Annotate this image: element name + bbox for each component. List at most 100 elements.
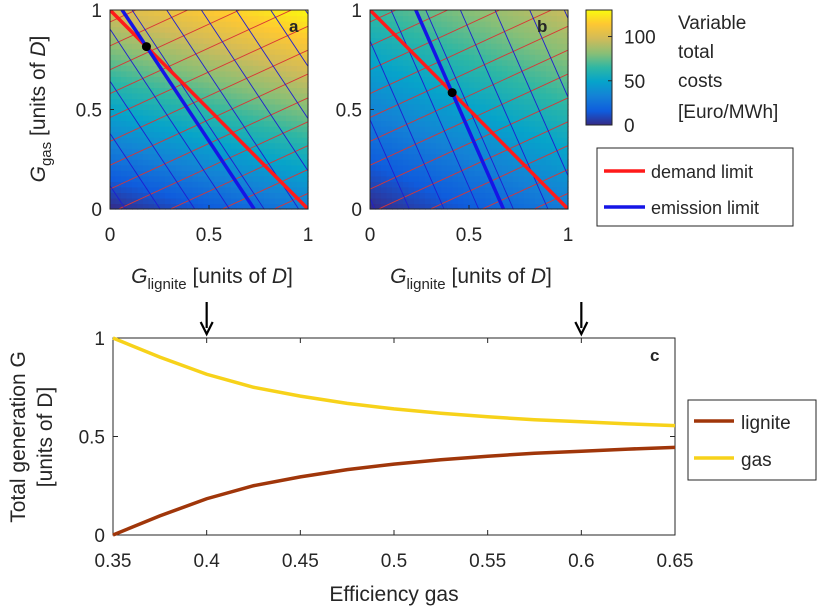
heatmap-cell [159,76,166,83]
heatmap-cell [535,32,542,39]
heatmap-cell [491,65,498,72]
heatmap-cell [518,81,525,88]
heatmap-cell [485,21,492,28]
heatmap-cell [203,175,210,182]
heatmap-cell [280,10,287,17]
heatmap-cell [535,109,542,116]
heatmap-cell [540,115,547,122]
heatmap-cell [403,109,410,116]
x-tick-label: 0.35 [95,551,132,572]
heatmap-cell [540,203,547,210]
heatmap-cell [507,59,514,66]
heatmap-cell [419,164,426,171]
heatmap-cell [496,148,503,155]
heatmap-cell [452,115,459,122]
heatmap-cell [264,65,271,72]
heatmap-cell [148,137,155,144]
heatmap-cell [436,142,443,149]
heatmap-cell [209,137,216,144]
heatmap-cell [275,81,282,88]
heatmap-cell [280,137,287,144]
heatmap-cell [458,203,465,210]
heatmap-cell [187,131,194,138]
heatmap-cell [430,120,437,127]
heatmap-cell [496,48,503,55]
heatmap-cell [463,131,470,138]
heatmap-cell [458,131,465,138]
heatmap-cell [165,164,172,171]
heatmap-cell [225,54,232,61]
heatmap-cell [403,115,410,122]
heatmap-cell [203,48,210,55]
heatmap-cell [474,98,481,105]
heatmap-cell [414,131,421,138]
heatmap-cell [198,37,205,44]
heatmap-cell [181,15,188,22]
heatmap-cell [529,54,536,61]
heatmap-cell [397,159,404,166]
heatmap-cell [187,120,194,127]
heatmap-cell [485,164,492,171]
heatmap-cell [425,54,432,61]
heatmap-cell [192,148,199,155]
heatmap-cell [551,48,558,55]
heatmap-cell [253,109,260,116]
heatmap-cell [170,137,177,144]
heatmap-cell [264,98,271,105]
heatmap-cell [154,76,161,83]
heatmap-cell [469,59,476,66]
heatmap-cell [518,153,525,160]
heatmap-cell [513,186,520,194]
heatmap-cell [557,59,564,66]
panel-c-x-label: Efficiency gas [329,583,458,606]
heatmap-cell [441,153,448,160]
heatmap-cell [181,153,188,160]
heatmap-cell [540,21,547,28]
emission-contour [110,184,126,209]
x-tick-label: 0.55 [469,551,506,572]
heatmap-cell [247,142,254,149]
heatmap-cell [452,48,459,55]
heatmap-cell [403,103,410,111]
heatmap-cell [419,197,426,205]
heatmap-cell [414,76,421,83]
heatmap-cell [474,32,481,39]
heatmap-cell [502,70,509,77]
heatmap-cell [220,76,227,83]
heatmap-cell [214,131,221,138]
heatmap-cell [458,164,465,171]
heatmap-cell [176,126,183,133]
heatmap-cell [154,131,161,138]
heatmap-cell [214,137,221,144]
heatmap-cell [452,103,459,111]
heatmap-cell [370,159,377,166]
heatmap-cell [231,192,238,199]
heatmap-cell [187,170,194,177]
heatmap-cell [441,148,448,155]
heatmap-cell [370,197,377,205]
heatmap-cell [209,148,216,155]
heatmap-cell [425,197,432,205]
heatmap-cell [170,21,177,28]
heatmap-cell [447,115,454,122]
heatmap-cell [496,65,503,72]
emission-contour [370,39,445,209]
heatmap-cell [231,186,238,194]
heatmap-cell [480,170,487,177]
heatmap-cell [132,65,139,72]
heatmap-cell [551,10,558,17]
y-tick-label: 0.5 [76,101,102,122]
heatmap-cell [408,120,415,127]
heatmap-cell [513,48,520,55]
heatmap-cell [258,15,265,22]
heatmap-cell [447,186,454,194]
heatmap-cell [247,153,254,160]
heatmap-cell [474,186,481,194]
heatmap-cell [430,192,437,199]
heatmap-cell [302,87,309,94]
heatmap-cell [480,32,487,39]
heatmap-cell [121,32,128,39]
x-tick-label: 0.6 [568,551,594,572]
heatmap-cell [562,148,569,155]
